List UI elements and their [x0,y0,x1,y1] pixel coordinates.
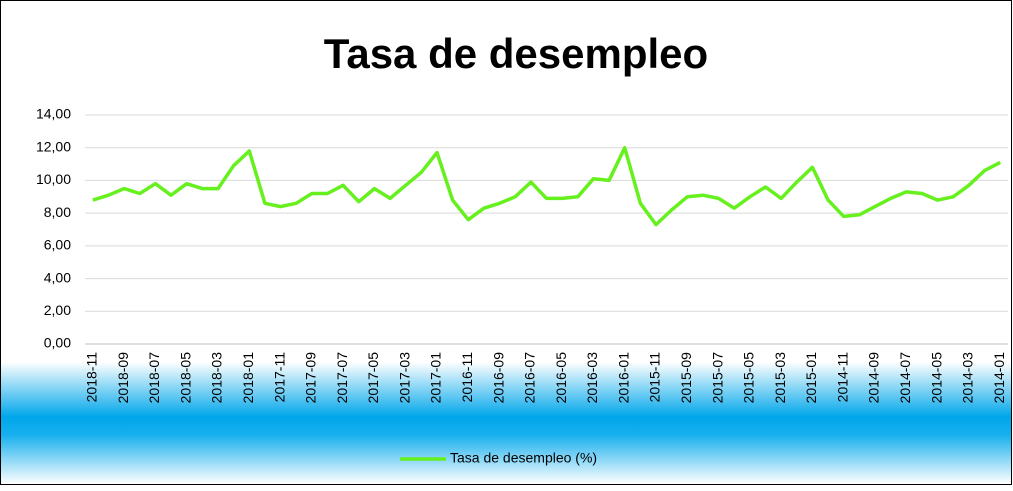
y-tick-label: 14,00 [36,106,71,122]
x-tick-label: 2014-01 [991,352,1007,404]
x-tick-label: 2017-11 [271,352,287,403]
x-tick-label: 2017-03 [396,352,412,404]
x-tick-label: 2018-01 [240,352,256,404]
x-tick-label: 2015-03 [772,352,788,404]
x-tick-label: 2016-03 [584,352,600,404]
x-tick-label: 2015-05 [741,352,757,404]
legend-label: Tasa de desempleo (%) [450,450,597,466]
x-tick-label: 2017-09 [303,352,319,404]
x-tick-label: 2017-07 [334,352,350,404]
x-tick-label: 2016-07 [522,352,538,404]
x-tick-label: 2018-03 [209,352,225,404]
y-tick-label: 0,00 [44,335,71,351]
x-tick-label: 2015-07 [709,352,725,404]
y-tick-label: 8,00 [44,204,71,220]
x-tick-label: 2016-11 [459,352,475,403]
y-tick-label: 2,00 [44,302,71,318]
x-tick-label: 2014-03 [960,352,976,404]
x-tick-label: 2015-09 [678,352,694,404]
chart-title: Tasa de desempleo [324,30,708,77]
x-tick-label: 2014-09 [866,352,882,404]
x-tick-label: 2014-05 [928,352,944,404]
y-tick-label: 4,00 [44,269,71,285]
x-tick-label: 2017-01 [428,352,444,404]
x-tick-label: 2015-01 [803,352,819,404]
y-tick-label: 12,00 [36,138,71,154]
x-tick-label: 2015-11 [647,352,663,403]
x-tick-label: 2014-11 [834,352,850,403]
x-tick-label: 2017-05 [365,352,381,404]
x-tick-label: 2016-01 [615,352,631,404]
x-tick-label: 2014-07 [897,352,913,404]
y-tick-label: 6,00 [44,237,71,253]
background-band [1,362,1011,484]
x-tick-label: 2018-09 [115,352,131,404]
x-tick-label: 2016-05 [553,352,569,404]
data-line [92,145,1002,227]
x-tick-label: 2018-05 [177,352,193,404]
x-tick-label: 2018-11 [84,352,100,403]
x-tick-label: 2018-07 [146,352,162,404]
x-tick-label: 2016-09 [490,352,506,404]
y-tick-label: 10,00 [36,171,71,187]
